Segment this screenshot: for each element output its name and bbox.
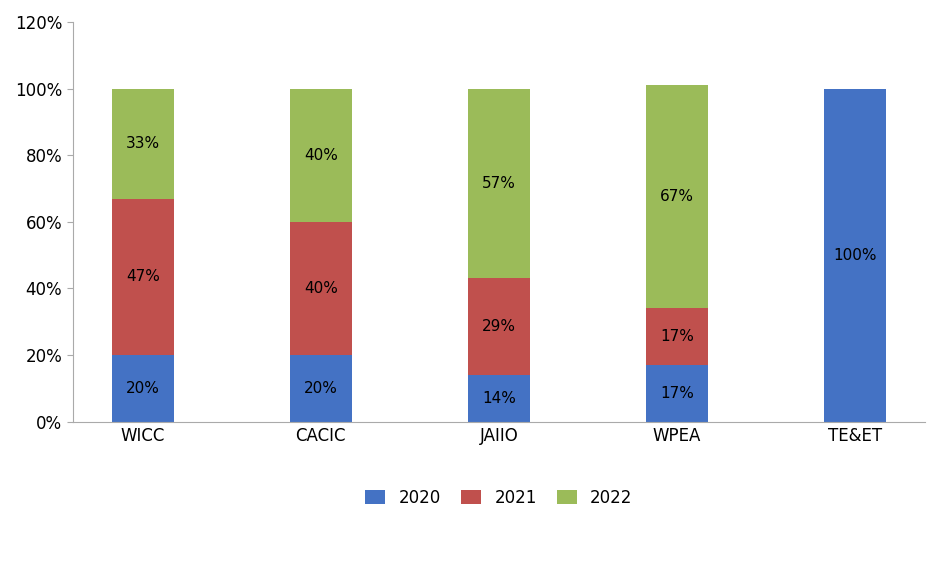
Bar <box>646 309 708 365</box>
Bar <box>646 85 708 309</box>
Bar <box>646 365 708 422</box>
Bar <box>112 89 174 199</box>
Bar <box>290 355 352 422</box>
Text: 40%: 40% <box>304 281 337 296</box>
Bar <box>112 199 174 355</box>
Bar <box>290 222 352 355</box>
Text: 29%: 29% <box>482 320 516 334</box>
Legend: 2020, 2021, 2022: 2020, 2021, 2022 <box>359 482 639 514</box>
Bar <box>468 89 530 278</box>
Text: 20%: 20% <box>126 381 160 396</box>
Bar <box>468 278 530 375</box>
Text: 100%: 100% <box>834 248 877 263</box>
Bar <box>290 89 352 222</box>
Text: 40%: 40% <box>304 148 337 163</box>
Text: 47%: 47% <box>126 270 160 284</box>
Text: 67%: 67% <box>660 189 694 205</box>
Text: 17%: 17% <box>660 329 694 345</box>
Text: 17%: 17% <box>660 386 694 401</box>
Bar <box>112 355 174 422</box>
Text: 33%: 33% <box>126 136 160 151</box>
Text: 57%: 57% <box>482 176 516 191</box>
Bar <box>824 89 886 422</box>
Text: 14%: 14% <box>482 391 516 406</box>
Bar <box>468 375 530 422</box>
Text: 20%: 20% <box>304 381 337 396</box>
